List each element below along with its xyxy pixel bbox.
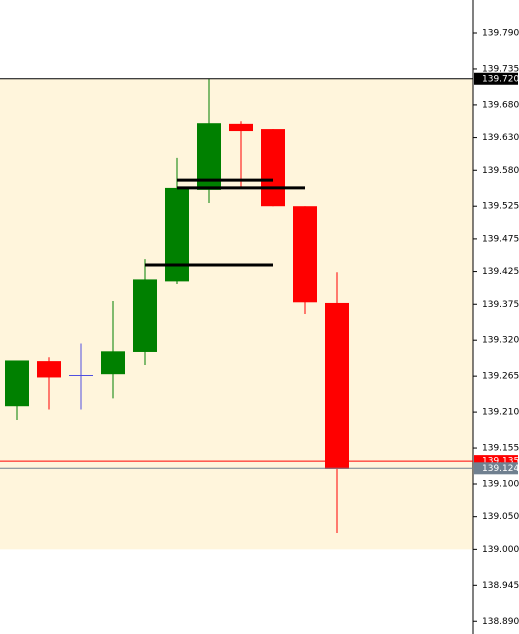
y-tick-label: 139.050 (482, 512, 519, 522)
price-label: 139.124 (482, 464, 519, 474)
candle-body (101, 351, 125, 375)
candle-body (261, 129, 285, 207)
y-tick-label: 139.265 (482, 372, 519, 382)
y-tick-label: 139.735 (482, 64, 519, 74)
y-tick-label: 139.320 (482, 336, 519, 346)
y-tick-label: 139.580 (482, 166, 519, 176)
price-label: 139.720 (482, 74, 519, 84)
y-tick-label: 139.210 (482, 408, 519, 418)
y-tick-label: 139.100 (482, 479, 519, 489)
y-tick-label: 139.790 (482, 29, 519, 39)
y-tick-label: 139.375 (482, 300, 519, 310)
y-tick-label: 139.425 (482, 267, 519, 277)
candle-body (293, 206, 317, 303)
price-label-box (474, 72, 518, 85)
y-tick-label: 138.890 (482, 617, 519, 627)
price-label-box (474, 462, 518, 475)
y-tick-label: 139.525 (482, 202, 519, 212)
y-tick-label: 139.630 (482, 133, 519, 143)
candle-body (5, 360, 29, 407)
zone (0, 78, 473, 550)
candle-body (133, 279, 157, 352)
y-tick-label: 139.680 (482, 100, 519, 110)
y-tick-label: 138.945 (482, 581, 519, 591)
candle-body (229, 123, 253, 132)
y-tick-label: 139.000 (482, 545, 519, 555)
price-label: 139.135 (482, 457, 519, 467)
y-tick-label: 139.475 (482, 234, 519, 244)
candle-body (325, 302, 349, 469)
y-tick-label: 139.155 (482, 444, 519, 454)
candle-body (37, 361, 61, 378)
candle-body (165, 187, 189, 282)
